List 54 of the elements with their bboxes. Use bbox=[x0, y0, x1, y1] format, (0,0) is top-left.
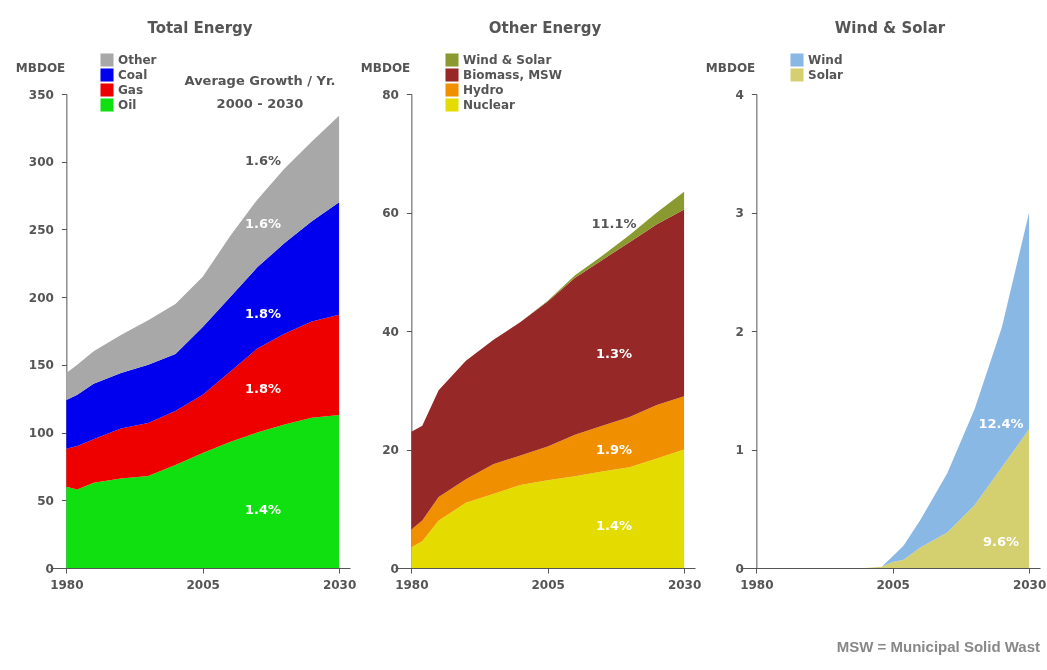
x-tick-label: 2005 bbox=[186, 577, 220, 592]
x-tick-label: 2005 bbox=[876, 577, 910, 592]
legend-label: Oil bbox=[118, 98, 137, 112]
chart-title: Wind & Solar bbox=[834, 19, 946, 37]
y-axis-title: MBDOE bbox=[705, 60, 756, 75]
y-tick-label: 50 bbox=[37, 493, 54, 508]
x-tick-label: 2030 bbox=[667, 577, 702, 592]
legend-label: Nuclear bbox=[463, 98, 516, 112]
x-tick-label: 1980 bbox=[740, 577, 774, 592]
legend-label: Wind & Solar bbox=[463, 53, 552, 67]
chart-title: Total Energy bbox=[147, 19, 253, 37]
legend-label: Biomass, MSW bbox=[463, 68, 562, 82]
text: Average Growth / Yr. bbox=[184, 73, 336, 88]
legend-label: Gas bbox=[118, 83, 144, 97]
annotation: 1.8% bbox=[244, 305, 282, 321]
y-tick-label: 350 bbox=[28, 87, 54, 102]
x-tick-label: 1980 bbox=[50, 577, 84, 592]
annotation: 1.4% bbox=[244, 502, 282, 518]
annotation: 1.6% bbox=[244, 215, 282, 231]
annotation: 9.6% bbox=[982, 533, 1020, 549]
x-tick-label: 2030 bbox=[1012, 577, 1047, 592]
y-tick-label: 60 bbox=[382, 206, 399, 220]
annotation: 12.4% bbox=[978, 415, 1024, 431]
y-tick-label: 3 bbox=[735, 206, 744, 220]
y-axis-title: MBDOE bbox=[360, 60, 411, 75]
y-tick-label: 300 bbox=[28, 155, 54, 170]
x-tick-label: 2005 bbox=[531, 577, 565, 592]
y-tick-label: 250 bbox=[28, 222, 54, 237]
legend-label: Other bbox=[118, 53, 157, 67]
legend-label: Solar bbox=[808, 68, 844, 82]
y-tick-label: 20 bbox=[382, 443, 399, 457]
annotation: 1.8% bbox=[244, 380, 282, 396]
y-tick-label: 150 bbox=[28, 358, 54, 373]
legend-label: Hydro bbox=[463, 83, 504, 97]
x-tick-label: 1980 bbox=[395, 577, 429, 592]
y-axis-title: MBDOE bbox=[15, 60, 66, 75]
y-tick-label: 100 bbox=[28, 426, 54, 441]
annotation: 2000 - 2030 bbox=[216, 96, 304, 111]
y-tick-label: 4 bbox=[735, 87, 744, 102]
x-tick-label: 2030 bbox=[322, 577, 357, 592]
annotation: 11.1% bbox=[591, 215, 637, 231]
y-tick-label: 1 bbox=[735, 443, 744, 457]
chart-title: Other Energy bbox=[488, 19, 602, 37]
y-tick-label: 2 bbox=[735, 324, 744, 339]
annotation: 1.6% bbox=[244, 152, 282, 168]
y-tick-label: 40 bbox=[382, 324, 399, 339]
legend-label: Wind bbox=[808, 53, 843, 67]
annotation: 1.9% bbox=[595, 441, 633, 457]
annotation: 1.3% bbox=[595, 346, 633, 362]
legend-label: Coal bbox=[118, 68, 148, 82]
y-tick-label: 80 bbox=[382, 87, 399, 102]
y-tick-label: 200 bbox=[28, 290, 54, 305]
text: MSW = Municipal Solid Wast bbox=[836, 638, 1040, 655]
annotation: 1.4% bbox=[595, 517, 633, 533]
